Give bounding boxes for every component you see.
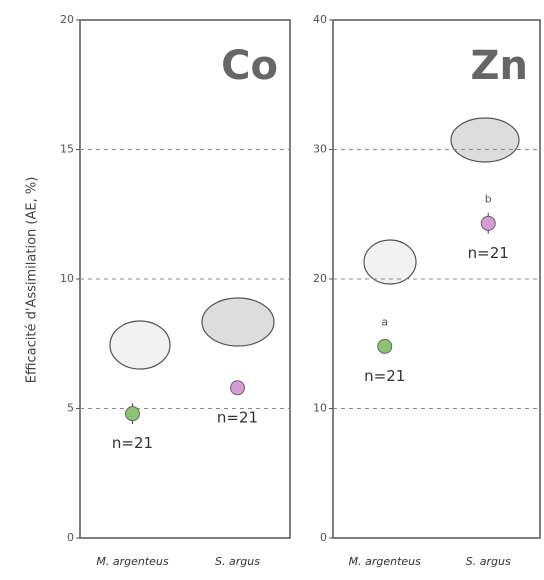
fish-icon: [109, 320, 171, 370]
plot-frame: [332, 19, 541, 539]
dot: [480, 215, 496, 231]
dot: [377, 338, 393, 354]
fish-icon: [450, 117, 520, 163]
x-tick-label: M. argenteus: [349, 555, 422, 568]
n-label: n=21: [364, 367, 405, 385]
y-tick-label: 0: [320, 531, 327, 544]
x-tick-label: M. argenteus: [96, 555, 169, 568]
x-tick-label: S. argus: [215, 555, 260, 568]
y-tick-label: 15: [60, 143, 74, 156]
group-letter: a: [381, 315, 388, 328]
dot: [230, 380, 245, 396]
fish-icon: [363, 239, 417, 285]
y-tick-label: 10: [60, 272, 74, 285]
panel-title: Co: [221, 43, 278, 89]
y-tick-label: 30: [313, 143, 327, 156]
panel-title: Zn: [471, 43, 528, 89]
group-letter: b: [485, 192, 492, 205]
dot: [125, 406, 140, 422]
y-axis-label: Efficacité d'Assimilation (AE, %): [25, 177, 40, 384]
y-tick-label: 10: [313, 402, 327, 415]
n-label: n=21: [468, 244, 509, 262]
y-tick-label: 20: [60, 13, 74, 26]
fish-icon: [201, 297, 275, 347]
n-label: n=21: [112, 434, 153, 452]
y-tick-label: 0: [67, 531, 74, 544]
y-tick-label: 40: [313, 13, 327, 26]
y-tick-label: 20: [313, 272, 327, 285]
x-tick-label: S. argus: [466, 555, 511, 568]
y-tick-label: 5: [67, 402, 74, 415]
n-label: n=21: [217, 408, 258, 426]
fish-icons: [109, 117, 520, 370]
